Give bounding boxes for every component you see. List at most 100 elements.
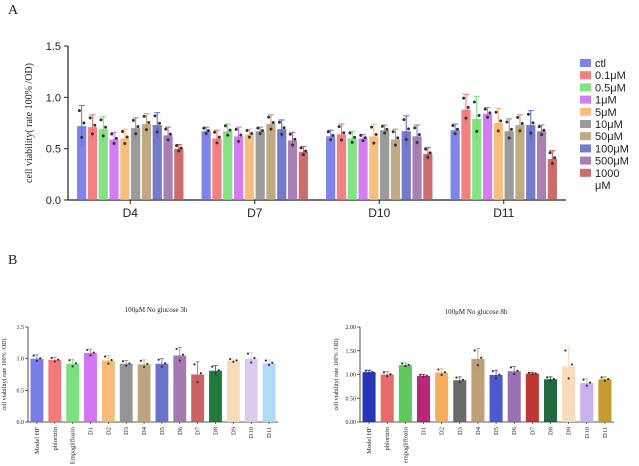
x-category-label: D4	[141, 426, 148, 435]
data-point	[223, 124, 227, 128]
data-point	[110, 132, 114, 136]
data-point	[393, 143, 397, 147]
data-point	[407, 127, 411, 131]
bar	[416, 375, 431, 422]
data-point	[158, 121, 162, 125]
bar	[209, 370, 222, 422]
data-point	[386, 375, 389, 378]
chart-title: 100μM No glucose 8h	[445, 308, 508, 316]
bar	[233, 136, 244, 200]
x-category-label: D11	[602, 427, 609, 438]
data-point	[552, 377, 555, 381]
data-point	[534, 372, 537, 375]
data-point	[131, 118, 135, 122]
data-point	[529, 131, 533, 135]
data-point	[250, 132, 254, 136]
y-tick-label: 1.5	[17, 325, 25, 331]
data-point	[494, 376, 498, 379]
data-point	[531, 121, 535, 125]
data-point	[110, 358, 113, 362]
data-point	[237, 139, 241, 143]
data-point	[451, 124, 455, 128]
bar	[471, 358, 485, 422]
bar	[119, 363, 133, 422]
data-point	[440, 373, 443, 376]
data-point	[53, 360, 56, 363]
data-point	[168, 132, 172, 136]
data-point	[80, 135, 84, 139]
legend-label: 5μM	[595, 107, 617, 119]
data-point	[603, 379, 607, 382]
bar	[380, 374, 394, 422]
data-point	[339, 138, 343, 142]
bar	[152, 125, 162, 200]
data-point	[215, 141, 219, 145]
y-tick-label: 0.00	[346, 420, 357, 426]
data-point	[486, 115, 490, 119]
y-tick-label: 0.50	[346, 396, 357, 402]
data-point	[425, 374, 428, 377]
data-point	[477, 114, 481, 118]
bar	[390, 139, 401, 200]
legend-label: 1μM	[595, 95, 617, 107]
data-point	[211, 365, 214, 368]
legend-swatch	[580, 107, 591, 116]
y-tick-label: 1.5	[46, 41, 61, 53]
x-category-label: D10	[248, 427, 255, 438]
data-point	[348, 131, 352, 135]
bar	[580, 383, 594, 422]
x-category-label: D9	[566, 427, 573, 435]
data-point	[179, 146, 183, 150]
data-point	[121, 360, 125, 363]
bar	[201, 131, 211, 200]
bar	[423, 153, 433, 200]
data-point	[462, 96, 466, 100]
data-point	[123, 141, 127, 145]
bar	[489, 374, 503, 422]
data-point	[204, 131, 208, 135]
data-point	[367, 372, 371, 375]
x-category-label: D11	[493, 206, 514, 220]
legend-swatch	[580, 144, 591, 153]
bar	[98, 129, 108, 200]
data-point	[337, 125, 341, 129]
data-point	[92, 351, 95, 354]
bar	[277, 129, 287, 200]
data-point	[202, 126, 206, 130]
data-point	[516, 369, 519, 372]
data-point	[271, 121, 275, 125]
data-point	[217, 135, 221, 139]
y-tick-label: 1.00	[346, 373, 357, 379]
data-point	[428, 151, 432, 155]
x-category-label: D4	[475, 426, 482, 435]
data-point	[553, 156, 557, 160]
data-point	[359, 133, 363, 137]
bar	[163, 135, 173, 200]
data-point	[245, 128, 249, 132]
data-point	[466, 105, 470, 109]
data-point	[256, 126, 260, 130]
data-point	[93, 123, 97, 127]
data-point	[374, 132, 378, 136]
data-point	[68, 359, 71, 362]
bar	[191, 374, 205, 422]
legend-swatch	[580, 156, 591, 165]
bar	[155, 363, 169, 422]
bar	[66, 363, 80, 422]
legend-swatch	[580, 95, 591, 104]
bar	[526, 125, 536, 200]
bar	[507, 371, 521, 422]
data-point	[114, 136, 118, 140]
data-point	[299, 146, 303, 150]
data-point	[422, 375, 425, 378]
data-point	[550, 161, 554, 165]
data-point	[86, 348, 89, 352]
bar	[77, 126, 87, 200]
bar	[461, 109, 471, 200]
data-point	[494, 110, 498, 114]
chart-b-left: 100μM No glucose 3h 0.0 0.5 1.0 1.5 cell viab…	[1, 306, 278, 464]
bar	[212, 138, 222, 200]
data-point	[476, 363, 480, 367]
data-point	[540, 133, 544, 137]
